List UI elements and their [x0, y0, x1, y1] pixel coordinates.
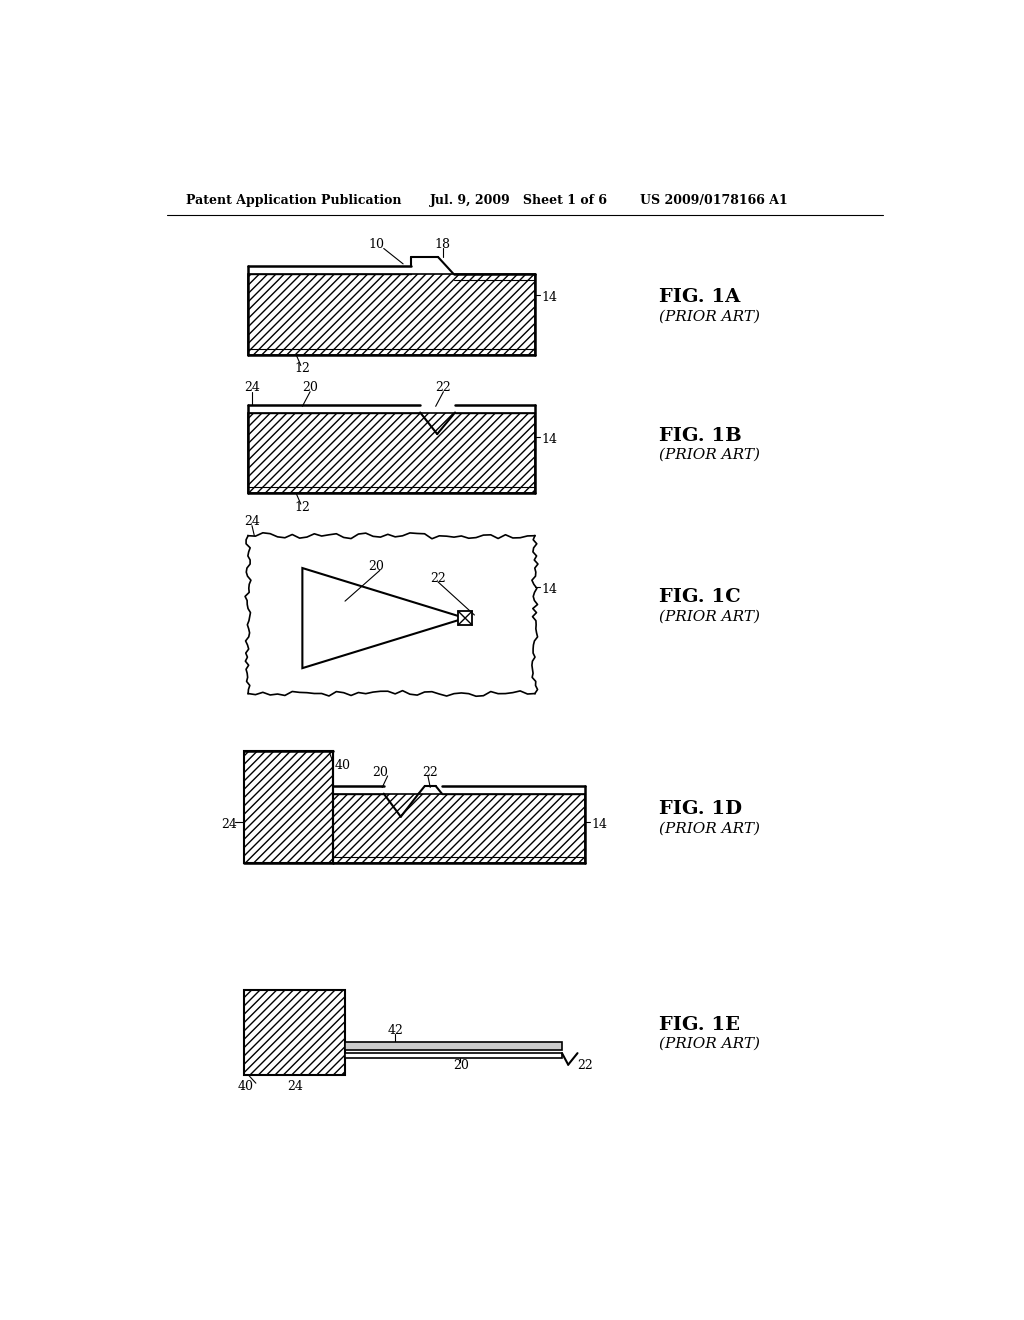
Text: 40: 40: [238, 1080, 254, 1093]
Text: 22: 22: [578, 1059, 593, 1072]
Text: 14: 14: [541, 433, 557, 446]
Bar: [345, 1053, 562, 1057]
Text: Jul. 9, 2009   Sheet 1 of 6: Jul. 9, 2009 Sheet 1 of 6: [430, 194, 608, 207]
Text: 24: 24: [245, 515, 260, 528]
Bar: [245, 990, 345, 1074]
Text: US 2009/0178166 A1: US 2009/0178166 A1: [640, 194, 787, 207]
Text: 24: 24: [245, 381, 260, 395]
Text: 14: 14: [592, 818, 607, 832]
Bar: [345, 1043, 562, 1051]
Bar: [458, 611, 472, 626]
Text: FIG. 1E: FIG. 1E: [658, 1015, 740, 1034]
Text: (PRIOR ART): (PRIOR ART): [658, 447, 760, 462]
Text: 20: 20: [302, 381, 318, 395]
Text: 22: 22: [435, 381, 452, 395]
Text: 40: 40: [335, 759, 351, 772]
Text: 10: 10: [369, 238, 384, 251]
Text: FIG. 1D: FIG. 1D: [658, 800, 742, 818]
Text: 12: 12: [295, 362, 310, 375]
Text: 22: 22: [430, 572, 446, 585]
Text: 14: 14: [541, 583, 557, 597]
Text: 22: 22: [423, 766, 438, 779]
Text: (PRIOR ART): (PRIOR ART): [658, 1038, 760, 1051]
Text: 24: 24: [221, 818, 237, 832]
Text: 20: 20: [369, 560, 384, 573]
Text: FIG. 1C: FIG. 1C: [658, 589, 740, 606]
Text: (PRIOR ART): (PRIOR ART): [658, 610, 760, 623]
Text: 14: 14: [541, 290, 557, 304]
Text: 20: 20: [372, 766, 388, 779]
Text: Patent Application Publication: Patent Application Publication: [186, 194, 401, 207]
Bar: [248, 536, 535, 693]
Text: 18: 18: [434, 238, 451, 251]
Polygon shape: [245, 990, 345, 1074]
Text: FIG. 1B: FIG. 1B: [658, 426, 741, 445]
Text: 12: 12: [295, 500, 310, 513]
Polygon shape: [248, 412, 535, 494]
Polygon shape: [334, 793, 586, 863]
Text: (PRIOR ART): (PRIOR ART): [658, 309, 760, 323]
Text: 42: 42: [388, 1023, 403, 1036]
Text: (PRIOR ART): (PRIOR ART): [658, 821, 760, 836]
Polygon shape: [245, 751, 334, 863]
Polygon shape: [248, 275, 535, 355]
Text: 20: 20: [454, 1059, 469, 1072]
Bar: [245, 751, 334, 863]
Text: 24: 24: [287, 1080, 303, 1093]
Text: FIG. 1A: FIG. 1A: [658, 288, 740, 306]
